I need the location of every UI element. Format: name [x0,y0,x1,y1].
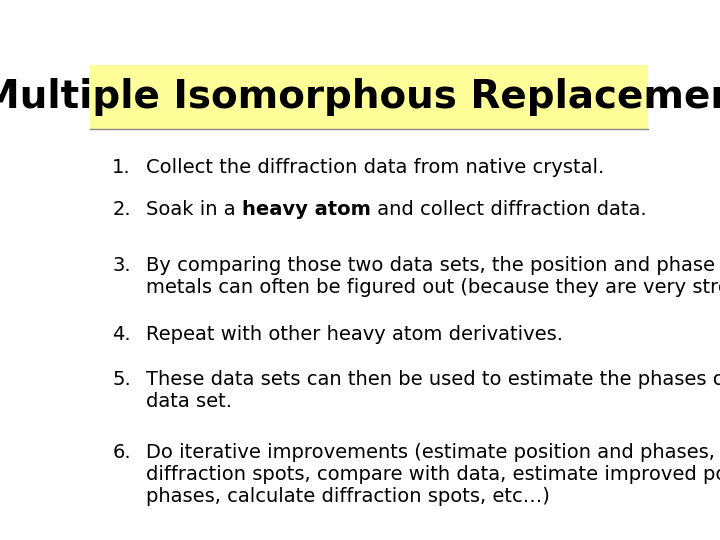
Text: 5.: 5. [112,370,131,389]
Text: heavy atom: heavy atom [242,200,371,219]
Text: 6.: 6. [112,443,131,462]
Text: Soak in a: Soak in a [145,200,242,219]
Text: and collect diffraction data.: and collect diffraction data. [371,200,646,219]
FancyBboxPatch shape [90,65,648,129]
Text: Repeat with other heavy atom derivatives.: Repeat with other heavy atom derivatives… [145,325,563,343]
Text: Collect the diffraction data from native crystal.: Collect the diffraction data from native… [145,158,604,177]
Text: 3.: 3. [112,256,131,275]
Text: These data sets can then be used to estimate the phases of the native
data set.: These data sets can then be used to esti… [145,370,720,411]
Text: 2.: 2. [112,200,131,219]
Text: Multiple Isomorphous Replacement: Multiple Isomorphous Replacement [0,78,720,116]
Text: By comparing those two data sets, the position and phase of the heavy
metals can: By comparing those two data sets, the po… [145,256,720,297]
Text: 1.: 1. [112,158,131,177]
Text: 4.: 4. [112,325,131,343]
Text: Do iterative improvements (estimate position and phases, calculate
diffraction s: Do iterative improvements (estimate posi… [145,443,720,506]
